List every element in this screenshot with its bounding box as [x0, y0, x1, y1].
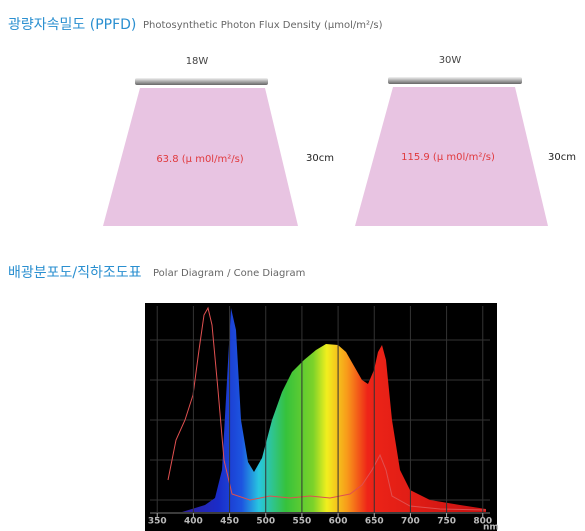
x-tick-label: 450 — [220, 517, 239, 527]
x-tick-label: 600 — [329, 517, 348, 527]
section-subtitle: Photosynthetic Photon Flux Density (μmol… — [143, 20, 383, 31]
ppfd-value: 63.8 (μ m0l/m²/s) — [156, 154, 243, 165]
x-tick-label: 550 — [293, 517, 312, 527]
distance-label: 30cm — [306, 153, 334, 164]
x-tick-label: 650 — [365, 517, 384, 527]
x-tick-label: 800 — [473, 517, 492, 527]
distance-label: 30cm — [548, 152, 576, 163]
wattage-label: 30W — [439, 55, 462, 66]
light-cone — [355, 87, 548, 226]
x-tick-label: 500 — [256, 517, 275, 527]
reference-curve — [167, 306, 487, 511]
section-subtitle: Polar Diagram / Cone Diagram — [153, 268, 305, 279]
light-cone — [103, 88, 298, 226]
x-tick-label: 400 — [184, 517, 203, 527]
x-tick-label: 750 — [437, 517, 456, 527]
ppfd-value: 115.9 (μ m0l/m²/s) — [401, 152, 495, 163]
lamp — [135, 78, 268, 85]
lamp — [388, 77, 522, 84]
section-title: 배광분포도/직하조도표 — [8, 265, 142, 281]
spectrum-curve — [182, 308, 486, 512]
x-tick-label: 350 — [148, 517, 167, 527]
x-tick-label: 700 — [401, 517, 420, 527]
axis-unit: nm — [483, 523, 499, 531]
section-title: 광량자속밀도 (PPFD) — [8, 17, 136, 33]
wattage-label: 18W — [186, 56, 209, 67]
